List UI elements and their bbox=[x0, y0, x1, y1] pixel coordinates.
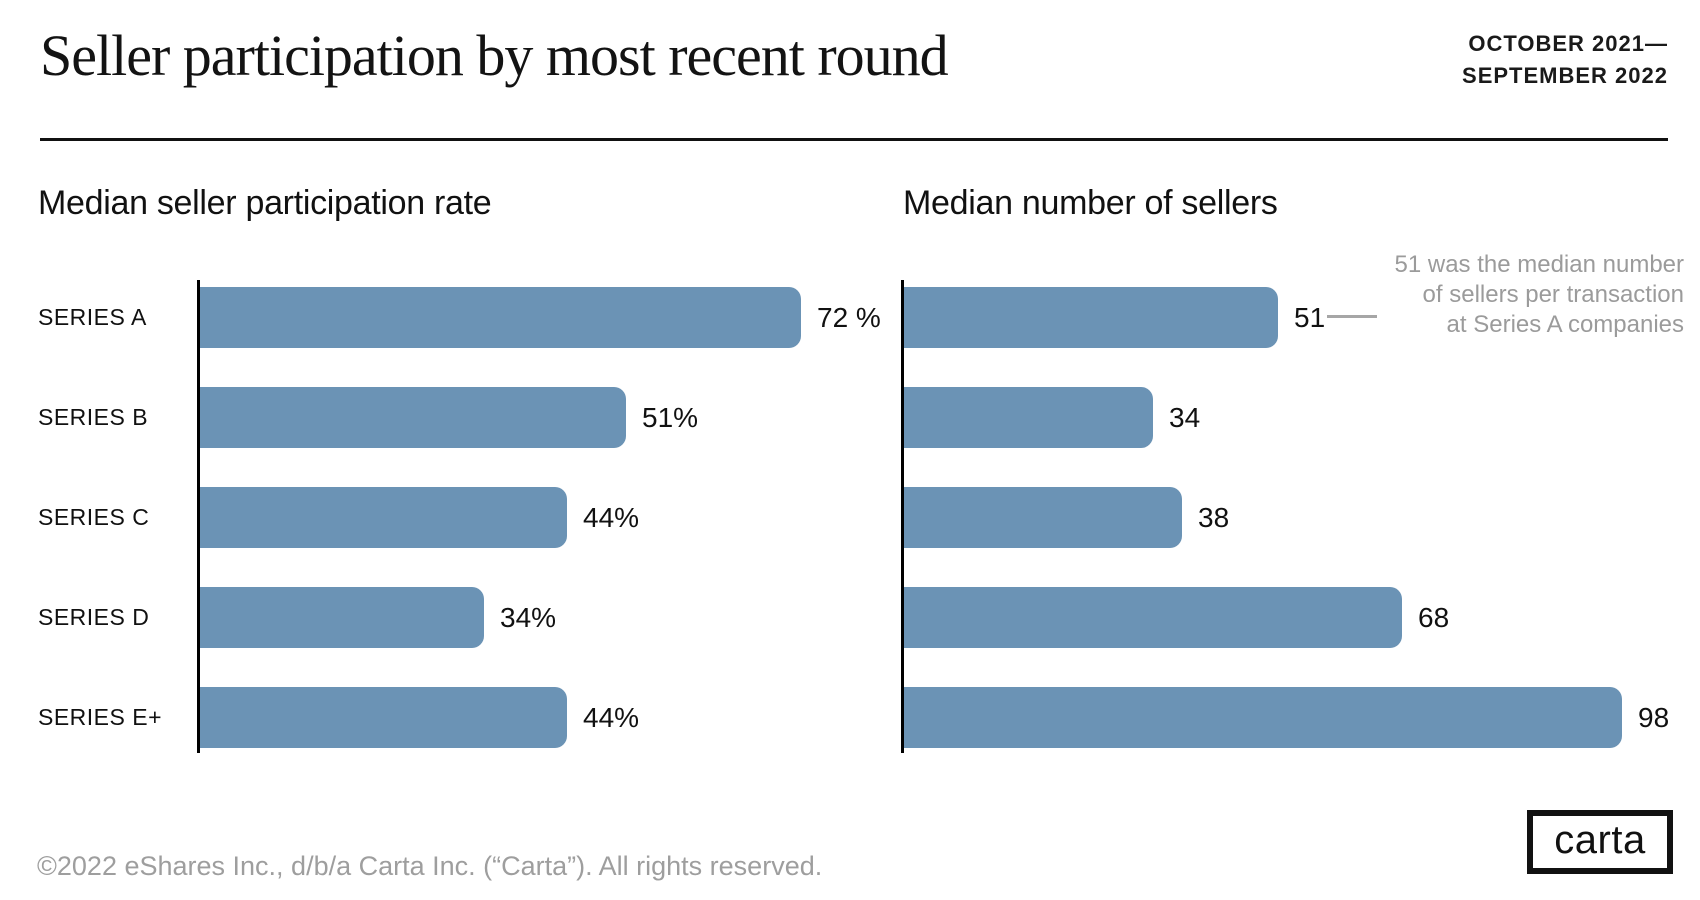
value-label: 34 bbox=[1169, 401, 1201, 433]
bar-participation-series-b bbox=[200, 387, 626, 448]
bar-sellers-series-a bbox=[904, 287, 1278, 348]
copyright-text: ©2022 eShares Inc., d/b/a Carta Inc. (“C… bbox=[37, 851, 823, 881]
date-range-line2: SEPTEMBER 2022 bbox=[1462, 63, 1668, 88]
date-range-line1: OCTOBER 2021— bbox=[1468, 31, 1668, 56]
category-label-series-d: SERIES D bbox=[38, 604, 150, 630]
bar-participation-series-d bbox=[200, 587, 484, 648]
value-label: 72 % bbox=[817, 301, 881, 333]
left-bar-row-series-c: 44% bbox=[200, 487, 639, 548]
right-bar-row-series-c: 38 bbox=[904, 487, 1229, 548]
category-label-series-b: SERIES B bbox=[38, 404, 149, 430]
value-label: 51 bbox=[1294, 301, 1326, 333]
right-bar-row-series-e: 98 bbox=[904, 687, 1669, 748]
page-title: Seller participation by most recent roun… bbox=[40, 23, 949, 88]
right-chart-y-axis bbox=[901, 280, 904, 753]
date-range: OCTOBER 2021— SEPTEMBER 2022 bbox=[1462, 28, 1668, 92]
left-bar-row-series-a: 72 % bbox=[200, 287, 881, 348]
bar-sellers-series-b bbox=[904, 387, 1153, 448]
left-bar-row-series-d: 34% bbox=[200, 587, 556, 648]
value-label: 34% bbox=[500, 601, 557, 633]
category-label-series-a: SERIES A bbox=[38, 304, 147, 330]
left-chart-title: Median seller participation rate bbox=[38, 184, 492, 222]
left-bar-row-series-b: 51% bbox=[200, 387, 698, 448]
left-bar-row-series-e: 44% bbox=[200, 687, 639, 748]
annotation-connector-line bbox=[1327, 315, 1377, 318]
right-bar-row-series-a: 51 bbox=[904, 287, 1325, 348]
bar-sellers-series-d bbox=[904, 587, 1402, 648]
value-label: 44% bbox=[583, 701, 640, 733]
value-label: 38 bbox=[1198, 501, 1230, 533]
carta-logo: carta bbox=[1527, 810, 1673, 874]
category-label-series-e: SERIES E+ bbox=[38, 704, 163, 730]
value-label: 68 bbox=[1418, 601, 1450, 633]
annotation-line3: at Series A companies bbox=[1446, 311, 1684, 338]
value-label: 44% bbox=[583, 501, 640, 533]
bar-participation-series-e bbox=[200, 687, 567, 748]
header-divider bbox=[40, 138, 1668, 141]
value-label: 98 bbox=[1638, 701, 1670, 733]
bar-sellers-series-c bbox=[904, 487, 1182, 548]
left-chart-y-axis bbox=[197, 280, 200, 753]
right-bar-row-series-d: 68 bbox=[904, 587, 1449, 648]
bar-participation-series-c bbox=[200, 487, 567, 548]
right-chart-title: Median number of sellers bbox=[903, 184, 1278, 222]
value-label: 51% bbox=[642, 401, 699, 433]
carta-logo-wordmark: carta bbox=[1554, 818, 1646, 862]
right-bar-row-series-b: 34 bbox=[904, 387, 1200, 448]
bar-participation-series-a bbox=[200, 287, 801, 348]
bar-sellers-series-e bbox=[904, 687, 1622, 748]
annotation-series-a-sellers: 51 was the median number of sellers per … bbox=[1395, 250, 1685, 340]
annotation-line2: of sellers per transaction bbox=[1422, 281, 1684, 308]
category-label-series-c: SERIES C bbox=[38, 504, 150, 530]
annotation-line1: 51 was the median number bbox=[1394, 251, 1685, 278]
